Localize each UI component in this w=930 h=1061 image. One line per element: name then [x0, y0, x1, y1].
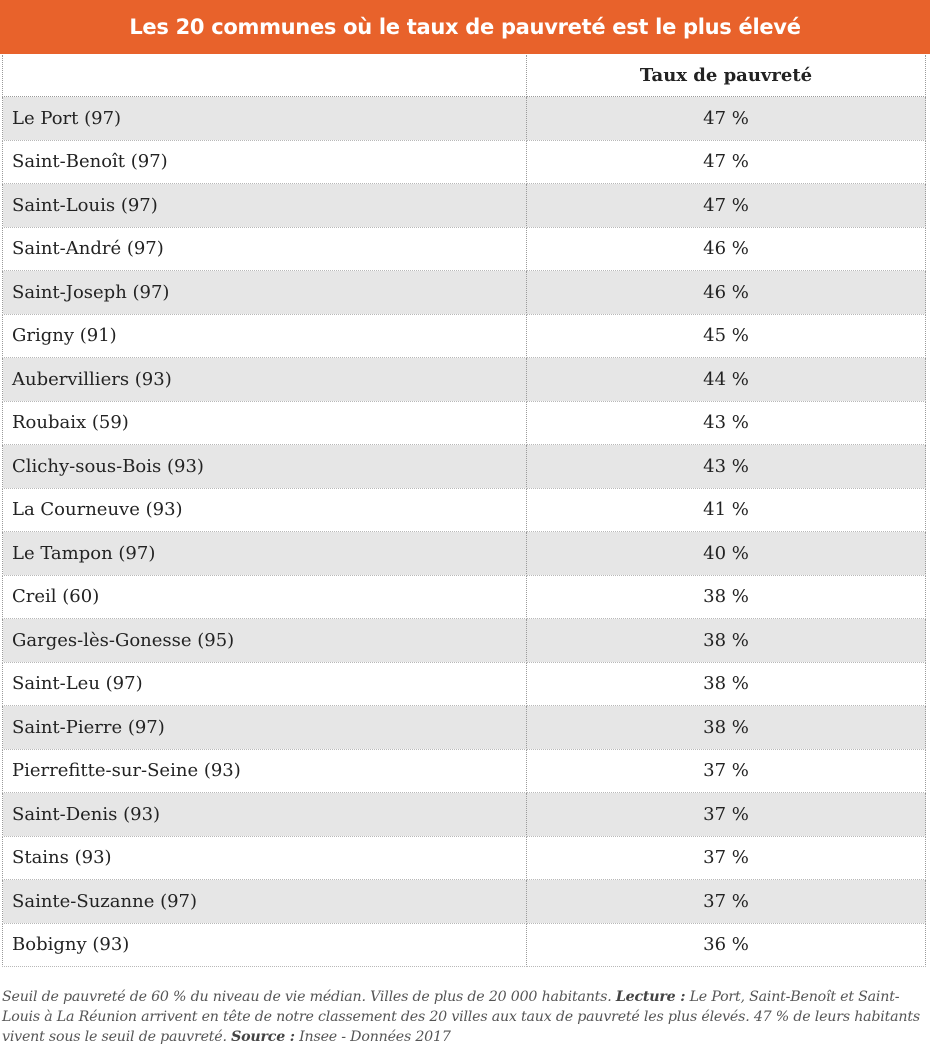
table-row: Le Port (97) 47 % — [2, 96, 926, 141]
commune-cell: Bobigny (93) — [2, 923, 527, 967]
footnote-lecture-label: Lecture : — [615, 989, 686, 1005]
poverty-rate-cell: 38 % — [526, 575, 926, 619]
footnote-lecture-text: Le Port, Saint-Benoît et Saint-Louis à L… — [2, 989, 920, 1045]
poverty-rate-cell: 37 % — [526, 749, 926, 793]
table-header-row: Taux de pauvreté — [2, 55, 926, 97]
poverty-rate-cell: 38 % — [526, 618, 926, 663]
table-row: Le Tampon (97) 40 % — [2, 531, 926, 576]
poverty-rate-cell: 41 % — [526, 488, 926, 532]
commune-cell: Sainte-Suzanne (97) — [2, 879, 527, 924]
footnote: Seuil de pauvreté de 60 % du niveau de v… — [2, 987, 926, 1047]
poverty-rate-cell: 47 % — [526, 140, 926, 184]
table-row: Roubaix (59) 43 % — [2, 401, 926, 445]
commune-cell: Aubervilliers (93) — [2, 357, 527, 402]
commune-cell: Le Port (97) — [2, 96, 527, 141]
poverty-rate-cell: 44 % — [526, 357, 926, 402]
column-header-taux: Taux de pauvreté — [526, 55, 926, 97]
poverty-rate-cell: 47 % — [526, 183, 926, 228]
table-row: Pierrefitte-sur-Seine (93) 37 % — [2, 749, 926, 793]
table-row: Saint-Leu (97) 38 % — [2, 662, 926, 706]
table-row: Clichy-sous-Bois (93) 43 % — [2, 444, 926, 489]
commune-cell: Saint-Denis (93) — [2, 792, 527, 837]
table-row: Saint-Louis (97) 47 % — [2, 183, 926, 228]
commune-cell: La Courneuve (93) — [2, 488, 527, 532]
table-row: Garges-lès-Gonesse (95) 38 % — [2, 618, 926, 663]
poverty-rate-table: Taux de pauvreté Le Port (97) 47 % Saint-B… — [2, 55, 926, 967]
table-row: Saint-Joseph (97) 46 % — [2, 270, 926, 315]
table-row: Saint-Benoît (97) 47 % — [2, 140, 926, 184]
commune-cell: Pierrefitte-sur-Seine (93) — [2, 749, 527, 793]
commune-cell: Grigny (91) — [2, 314, 527, 358]
commune-cell: Creil (60) — [2, 575, 527, 619]
commune-cell: Roubaix (59) — [2, 401, 527, 445]
footnote-source-label: Source : — [231, 1029, 295, 1045]
table-row: Aubervilliers (93) 44 % — [2, 357, 926, 402]
commune-cell: Saint-Leu (97) — [2, 662, 527, 706]
table-title: Les 20 communes où le taux de pauvreté e… — [0, 0, 930, 54]
commune-cell: Le Tampon (97) — [2, 531, 527, 576]
table-row: Stains (93) 37 % — [2, 836, 926, 880]
poverty-rate-cell: 37 % — [526, 879, 926, 924]
table-row: La Courneuve (93) 41 % — [2, 488, 926, 532]
poverty-rate-cell: 43 % — [526, 401, 926, 445]
poverty-rate-cell: 46 % — [526, 227, 926, 271]
commune-cell: Saint-André (97) — [2, 227, 527, 271]
table-row: Grigny (91) 45 % — [2, 314, 926, 358]
commune-cell: Saint-Louis (97) — [2, 183, 527, 228]
commune-cell: Saint-Joseph (97) — [2, 270, 527, 315]
table-row: Saint-Pierre (97) 38 % — [2, 705, 926, 750]
table-row: Saint-André (97) 46 % — [2, 227, 926, 271]
commune-cell: Garges-lès-Gonesse (95) — [2, 618, 527, 663]
poverty-rate-cell: 47 % — [526, 96, 926, 141]
column-header-commune — [2, 55, 527, 97]
commune-cell: Clichy-sous-Bois (93) — [2, 444, 527, 489]
poverty-rate-cell: 45 % — [526, 314, 926, 358]
poverty-rate-cell: 46 % — [526, 270, 926, 315]
poverty-rate-cell: 43 % — [526, 444, 926, 489]
footnote-intro: Seuil de pauvreté de 60 % du niveau de v… — [2, 989, 616, 1005]
commune-cell: Saint-Pierre (97) — [2, 705, 527, 750]
table-row: Sainte-Suzanne (97) 37 % — [2, 879, 926, 924]
footnote-source-text: Insee - Données 2017 — [294, 1029, 451, 1045]
table-row: Creil (60) 38 % — [2, 575, 926, 619]
table-row: Bobigny (93) 36 % — [2, 923, 926, 967]
poverty-rate-cell: 38 % — [526, 662, 926, 706]
poverty-rate-cell: 37 % — [526, 792, 926, 837]
poverty-rate-cell: 40 % — [526, 531, 926, 576]
poverty-rate-cell: 36 % — [526, 923, 926, 967]
poverty-rate-cell: 38 % — [526, 705, 926, 750]
table-row: Saint-Denis (93) 37 % — [2, 792, 926, 837]
commune-cell: Stains (93) — [2, 836, 527, 880]
poverty-rate-cell: 37 % — [526, 836, 926, 880]
commune-cell: Saint-Benoît (97) — [2, 140, 527, 184]
